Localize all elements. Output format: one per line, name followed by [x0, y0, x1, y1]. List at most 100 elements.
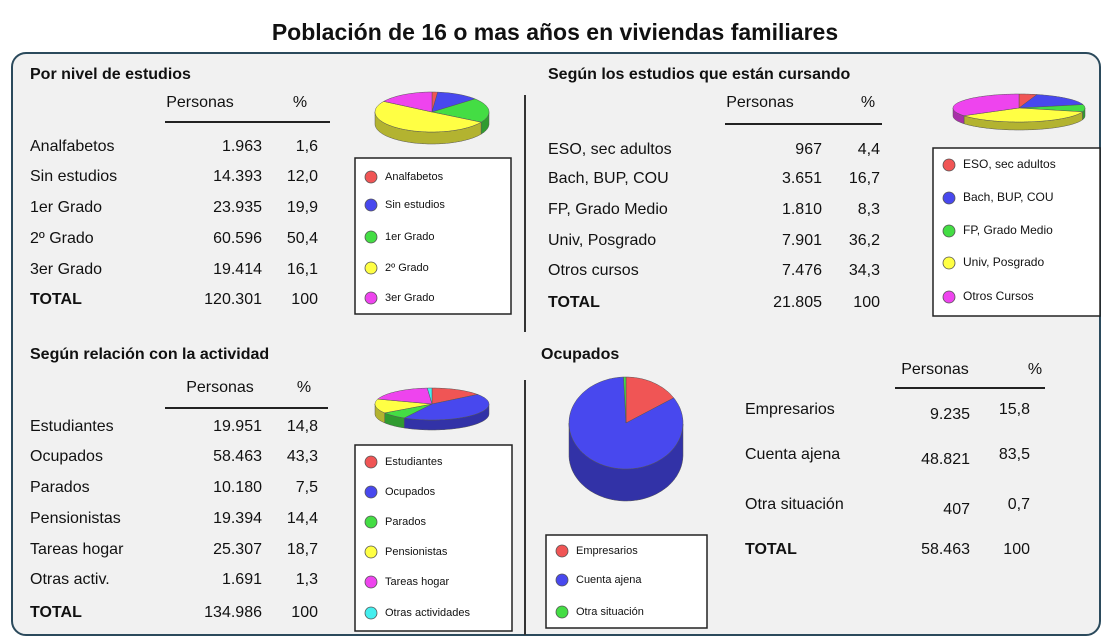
legend-swatch	[942, 191, 956, 205]
row-label: 1er Grado	[30, 199, 102, 216]
frame	[11, 52, 1101, 636]
legend-label: Tareas hogar	[385, 576, 450, 588]
total-label: TOTAL	[30, 291, 82, 308]
persons: 25.307	[213, 541, 262, 558]
row-label: Tareas hogar	[30, 541, 124, 558]
percent: 4,4	[858, 141, 880, 158]
persons: 48.821	[921, 451, 970, 468]
legend-swatch	[364, 261, 378, 275]
legend-swatch	[555, 605, 569, 619]
legend-label: Univ, Posgrado	[963, 255, 1044, 269]
percent: 43,3	[287, 448, 318, 465]
legend-swatch	[364, 545, 378, 559]
percent: 15,8	[999, 401, 1030, 418]
row-label: Cuenta ajena	[745, 446, 840, 463]
persons: 19.414	[213, 261, 262, 278]
pie-slice	[963, 107, 1084, 123]
legend-label: Ocupados	[385, 486, 436, 498]
column-header: Personas	[166, 94, 234, 111]
legend-swatch	[555, 573, 569, 587]
column-header: %	[1028, 361, 1042, 378]
legend-label: Bach, BUP, COU	[963, 190, 1053, 204]
percent: 83,5	[999, 446, 1030, 463]
legend-swatch	[364, 575, 378, 589]
section-heading: Según los estudios que están cursando	[548, 66, 851, 83]
row-label: Univ, Posgrado	[548, 232, 656, 249]
pie-slice	[374, 398, 433, 414]
pie-slice	[625, 376, 675, 424]
percent: 18,7	[287, 541, 318, 558]
total-label: TOTAL	[548, 294, 600, 311]
legend-swatch	[364, 291, 378, 305]
page-title: Población de 16 o mas años en viviendas …	[272, 19, 838, 45]
legend-label: 1er Grado	[385, 231, 435, 243]
legend-swatch	[364, 606, 378, 620]
pie-slice	[431, 91, 476, 113]
persons: 58.463	[213, 448, 262, 465]
column-header: Personas	[726, 94, 794, 111]
row-label: Parados	[30, 479, 90, 496]
persons: 19.394	[213, 510, 262, 527]
total-label: TOTAL	[30, 604, 82, 621]
pie-slice	[403, 394, 490, 421]
row-label: FP, Grado Medio	[548, 201, 668, 218]
persons: 9.235	[930, 406, 970, 423]
percent: 16,1	[287, 261, 318, 278]
pie-slice	[1018, 94, 1084, 109]
percent: 12,0	[287, 168, 318, 185]
row-label: Sin estudios	[30, 168, 117, 185]
persons: 60.596	[213, 230, 262, 247]
percent: 34,3	[849, 262, 880, 279]
persons: 23.935	[213, 199, 262, 216]
pie-slice	[623, 376, 627, 424]
legend-swatch	[364, 485, 378, 499]
persons: 407	[943, 501, 970, 518]
legend-box	[354, 157, 512, 315]
row-label: ESO, sec adultos	[548, 141, 672, 158]
persons: 1.810	[782, 201, 822, 218]
legend-label: 3er Grado	[385, 292, 435, 304]
legend-box	[932, 147, 1101, 317]
pie-slice	[383, 403, 433, 419]
legend-label: Pensionistas	[385, 546, 448, 558]
legend-swatch	[942, 290, 956, 304]
total-persons: 58.463	[921, 541, 970, 558]
column-header: Personas	[901, 361, 969, 378]
row-label: Pensionistas	[30, 510, 121, 527]
persons: 7.476	[782, 262, 822, 279]
total-percent: 100	[291, 604, 318, 621]
percent: 36,2	[849, 232, 880, 249]
row-label: Otros cursos	[548, 262, 639, 279]
percent: 0,7	[1008, 496, 1030, 513]
column-header: %	[861, 94, 875, 111]
legend-label: Cuenta ajena	[576, 574, 642, 586]
persons: 1.963	[222, 138, 262, 155]
column-header: Personas	[186, 379, 254, 396]
percent: 14,8	[287, 418, 318, 435]
section-heading: Ocupados	[541, 346, 619, 363]
legend-swatch	[942, 224, 956, 238]
row-label: 3er Grado	[30, 261, 102, 278]
legend-label: Empresarios	[576, 545, 638, 557]
pie-slice	[374, 101, 482, 133]
column-header: %	[297, 379, 311, 396]
total-percent: 100	[853, 294, 880, 311]
pie-slice	[426, 387, 433, 405]
legend-swatch	[364, 515, 378, 529]
pie-slice	[431, 387, 478, 405]
percent: 7,5	[296, 479, 318, 496]
legend-swatch	[364, 170, 378, 184]
legend-label: Otras actividades	[385, 607, 470, 619]
section-heading: Según relación con la actividad	[30, 346, 269, 363]
legend-label: Analfabetos	[385, 171, 444, 183]
percent: 1,3	[296, 571, 318, 588]
legend-box	[545, 534, 708, 629]
legend-swatch	[942, 158, 956, 172]
legend-label: Estudiantes	[385, 456, 443, 468]
total-label: TOTAL	[745, 541, 797, 558]
legend-swatch	[364, 455, 378, 469]
percent: 8,3	[858, 201, 880, 218]
legend-box	[354, 444, 513, 632]
legend-label: FP, Grado Medio	[963, 223, 1053, 237]
legend-label: Sin estudios	[385, 199, 445, 211]
